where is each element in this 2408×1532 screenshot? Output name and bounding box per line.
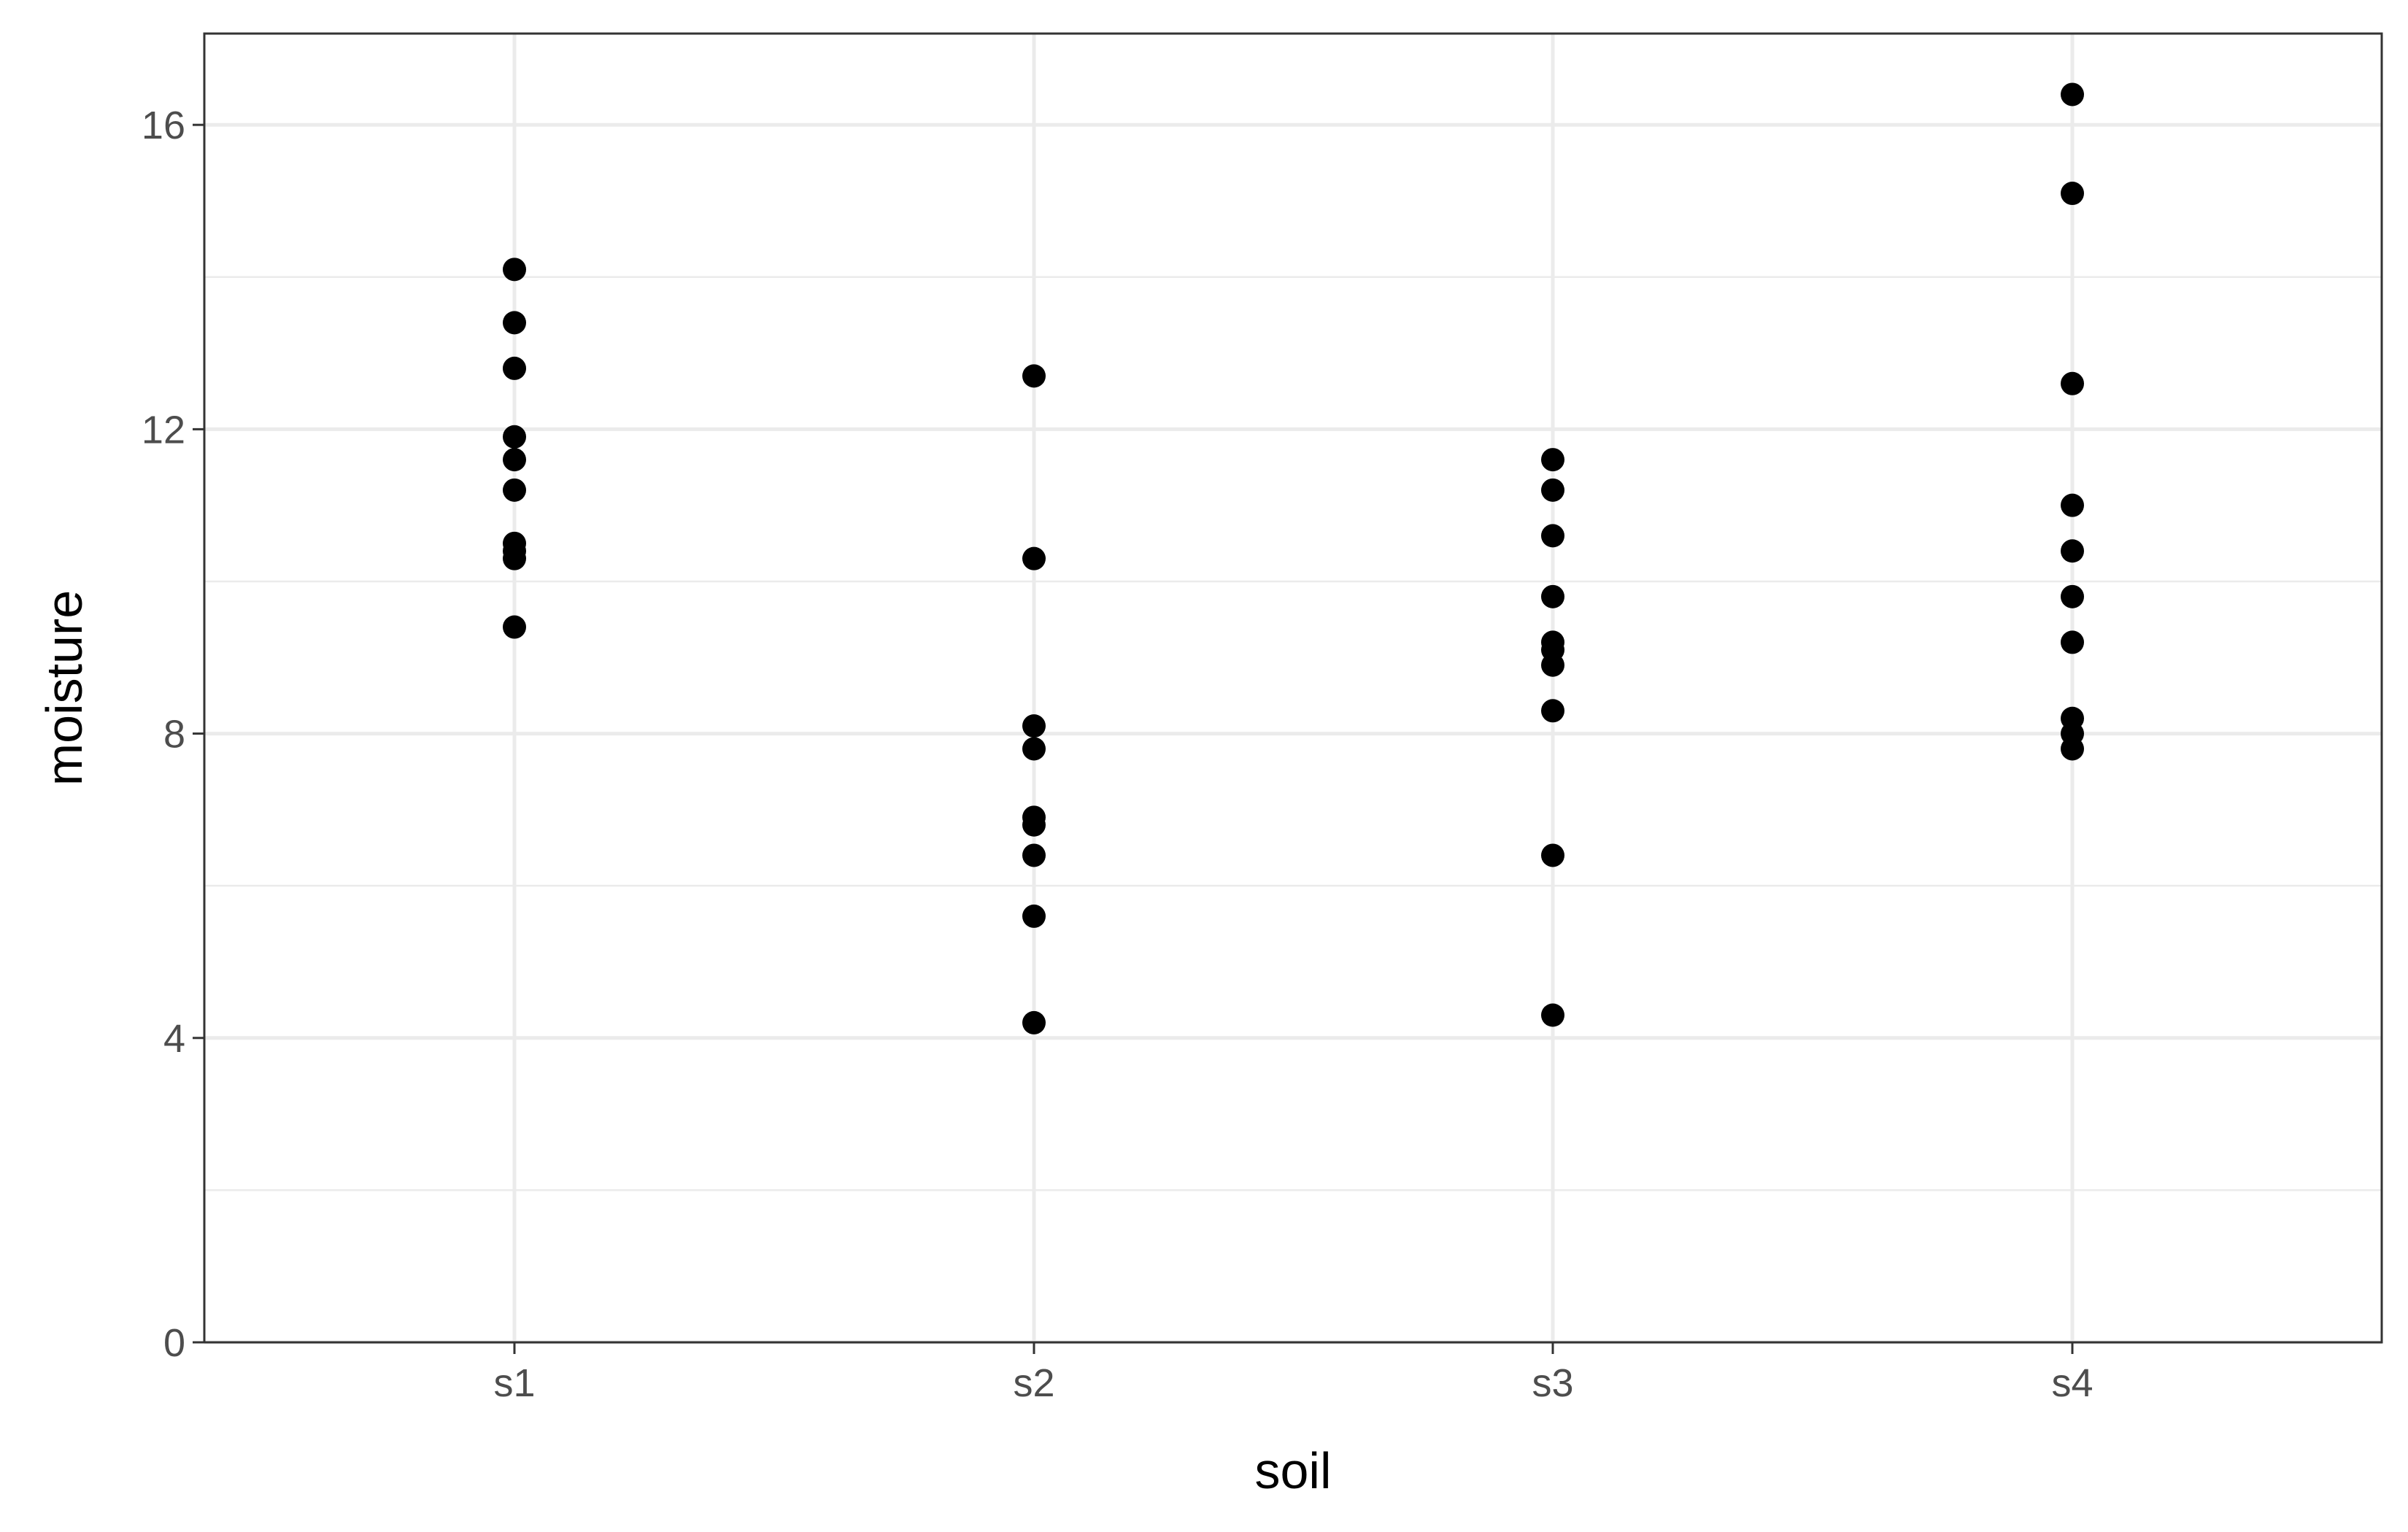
data-point (1022, 737, 1046, 761)
data-point (1022, 1010, 1046, 1034)
data-point (2061, 371, 2084, 395)
data-point (1541, 843, 1564, 867)
data-point (1541, 478, 1564, 502)
data-point (2061, 182, 2084, 206)
data-point (1541, 653, 1564, 677)
data-points (503, 82, 2084, 1034)
data-point (503, 448, 526, 472)
data-point (2061, 82, 2084, 107)
tick-labels: 0 4 8 12 16 s1 s2 s3 s4 (142, 104, 2094, 1405)
data-point (2061, 584, 2084, 608)
data-point (1022, 904, 1046, 928)
data-point (1022, 546, 1046, 570)
data-point (503, 311, 526, 335)
x-tick-label: s4 (2051, 1361, 2093, 1405)
y-tick-label: 0 (163, 1321, 185, 1365)
y-tick-label: 12 (142, 408, 185, 452)
x-tick-label: s2 (1013, 1361, 1054, 1405)
data-point (1022, 364, 1046, 388)
data-point (503, 356, 526, 380)
data-point (2061, 737, 2084, 761)
data-point (1022, 813, 1046, 837)
data-point (503, 546, 526, 570)
data-point (1022, 843, 1046, 867)
data-point (1541, 1003, 1564, 1027)
data-point (1541, 699, 1564, 723)
grid-lines (204, 34, 2382, 1345)
data-point (503, 425, 526, 449)
data-point (503, 478, 526, 502)
data-point (1541, 584, 1564, 608)
x-tick-label: s3 (1532, 1361, 1573, 1405)
y-tick-label: 8 (163, 713, 185, 757)
data-point (2061, 630, 2084, 654)
data-point (1022, 714, 1046, 738)
data-point (503, 258, 526, 282)
x-axis-title: soil (1254, 1442, 1331, 1499)
panel-border (203, 32, 2383, 1344)
data-point (2061, 539, 2084, 563)
data-point (2061, 493, 2084, 517)
data-point (1541, 524, 1564, 548)
y-tick-label: 4 (163, 1017, 185, 1061)
y-tick-label: 16 (142, 104, 185, 147)
data-point (503, 615, 526, 639)
y-axis-title: moisture (36, 590, 93, 786)
axis-ticks (193, 123, 2074, 1354)
data-point (1541, 448, 1564, 472)
x-tick-label: s1 (493, 1361, 535, 1405)
